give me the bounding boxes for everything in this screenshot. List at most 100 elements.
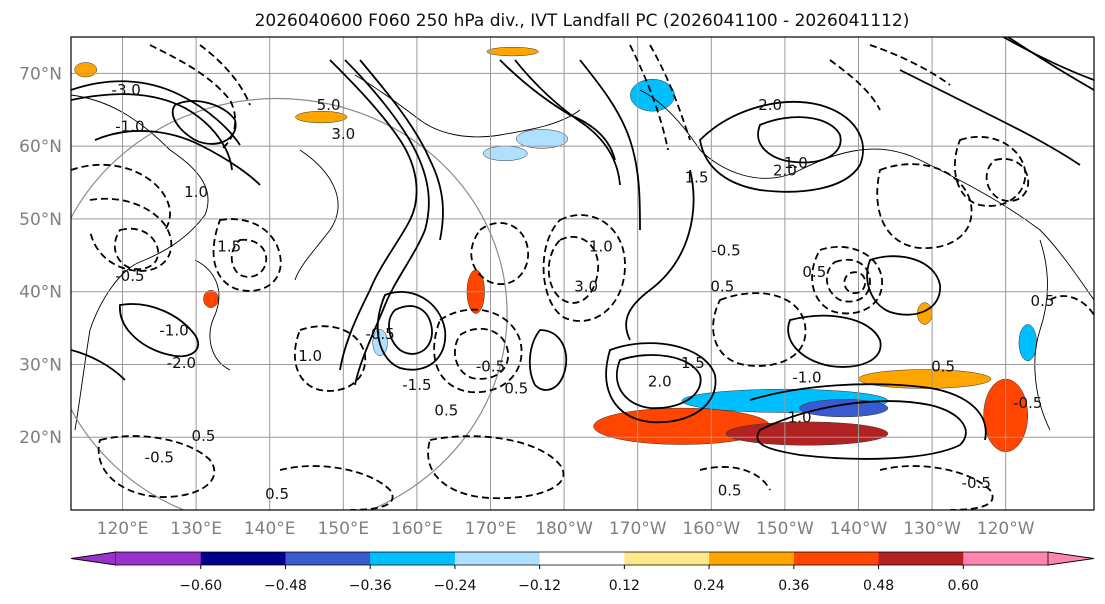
contour-label: -0.5 [711,241,740,259]
contour-label: 1.5 [681,354,705,372]
ivt-contour-negative [149,44,237,151]
contour-label: 2.0 [773,161,797,179]
ivt-contour-positive [579,59,641,231]
gridlines [71,37,1094,510]
colorbar-tick-label: 0.60 [948,578,979,594]
contour-label: 0.5 [718,481,742,499]
ivt-contour-negative [826,258,871,303]
ivt-contour-positive [866,255,941,316]
longitude-label: 130°E [170,519,222,539]
ivt-contour-positive [749,383,987,441]
longitude-label: 120°E [97,519,149,539]
contour-label: 0.5 [192,427,216,445]
ivt-contour-negative [879,465,994,510]
ivt-contour-positive [529,329,568,391]
ivt-contour-positive [699,101,864,193]
contour-label: 1.0 [184,183,208,201]
ivt-contour-negative [843,271,866,295]
ivt-contour-negative [433,308,523,394]
ivt-contour-positive [359,59,444,241]
ivt-contour-positive [171,100,237,145]
longitude-label: 170°W [609,519,667,539]
ivt-contour-negative [97,435,216,498]
ivt-contour-positive [625,169,695,341]
divergence-fill-region [295,110,348,124]
divergence-fill-region [203,289,219,308]
colorbar-extend-low [70,551,117,566]
ivt-contour-negative [89,197,173,272]
ivt-contour-positive [71,349,126,381]
coastline [639,89,1094,301]
contour-label: 1.5 [217,238,241,256]
contour-label: -0.5 [962,474,991,492]
ivt-contour-negative [953,135,1026,207]
colorbar-tick-label: −0.12 [518,578,561,594]
ivt-contour-positive [756,400,967,460]
contour-label: 0.5 [931,358,955,376]
contour-label: -3.0 [112,81,141,99]
ivt-contour-negative [293,325,366,392]
colorbar-segment [878,552,964,565]
divergence-fill-region [630,78,675,112]
ivt-contour-negative [212,218,282,292]
ivt-contour-negative [869,44,951,86]
latitude-labels: 70°N 60°N 50°N 40°N 30°N 20°N [19,64,62,448]
contour-label: 2.0 [758,96,782,114]
ivt-contour-negative [876,163,973,249]
ivt-contour-negative [454,327,509,380]
coastline [294,149,339,281]
divergence-fill-region [1018,324,1037,362]
latitude-label: 60°N [19,137,62,157]
coastline [71,94,209,431]
contour-label: 5.0 [317,96,341,114]
contour-label: -0.5 [145,449,174,467]
longitude-label: 160°E [391,519,443,539]
ivt-contour-positive [71,80,241,146]
colorbar-segment [200,552,286,565]
contour-label: -0.5 [1013,394,1042,412]
ivt-contour-positive [388,305,433,355]
divergence-fill-region [516,129,569,149]
ivt-contour-negative [113,227,159,270]
contour-label: -1.0 [159,321,188,339]
colorbar [70,551,1095,566]
ivt-contour-negative [811,245,883,315]
landfall-circle [71,97,508,510]
ivt-contour-positive [615,354,702,409]
contour-label: 3.0 [574,278,598,296]
ivt-contour-negative [712,292,807,367]
ivt-contour-negative [699,466,771,491]
map-layer: -3.0 -1.0 1.0 1.5 -0.5 -1.0 -2.0 -0.5 0.5 0.5 5.0 3… [71,37,1094,510]
ivt-contour-positive [605,342,717,424]
colorbar-segment [624,552,710,565]
ivt-contour-positive [119,303,200,358]
coastline [1034,239,1051,431]
longitude-label: 150°E [317,519,369,539]
ivt-contour-positive [329,59,418,371]
ivt-contour-positive [94,130,261,186]
contour-label: 1.0 [784,154,808,172]
colorbar-segment [370,552,456,565]
colorbar-tick-label: 0.36 [778,578,809,594]
ivt-contour-positive [899,69,1081,166]
ivt-contour-negative [829,59,881,111]
latitude-label: 40°N [19,283,62,303]
longitude-label: 140°W [830,519,888,539]
latitude-label: 20°N [19,428,62,448]
ivt-contour-negative [1049,295,1094,316]
contour-label: 0.5 [265,485,289,503]
contour-label: -0.5 [476,358,505,376]
contour-label: 0.5 [710,278,734,296]
colorbar-tick-label: 0.48 [863,578,894,594]
divergence-fill-region [486,46,539,57]
colorbar-tick-label: −0.24 [433,578,476,594]
contour-label: -1.0 [115,118,144,136]
colorbar-extend-high [1047,551,1095,566]
divergence-fill-region [482,145,528,161]
colorbar-segment [963,552,1049,565]
ivt-contour-negative [547,235,599,304]
ivt-contour-positive [787,314,882,368]
ivt-contour-positive [71,93,233,171]
colorbar-segment [116,552,202,565]
